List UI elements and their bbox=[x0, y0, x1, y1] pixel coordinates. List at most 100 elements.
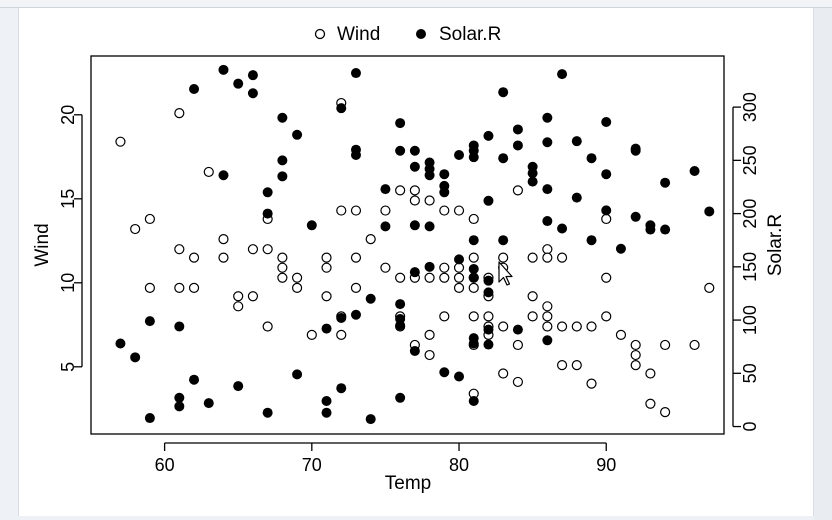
wind-point bbox=[512, 376, 524, 388]
wind-point bbox=[630, 339, 641, 351]
legend-solar-label: Solar.R bbox=[439, 24, 501, 45]
solar-point bbox=[350, 309, 361, 320]
wind-point bbox=[468, 213, 479, 225]
solar-point bbox=[262, 407, 273, 418]
solar-point bbox=[601, 169, 612, 180]
solar-point bbox=[395, 392, 406, 403]
solar-point bbox=[615, 243, 626, 254]
solar-point bbox=[483, 324, 494, 335]
legend-wind-label: Wind bbox=[337, 24, 380, 45]
solar-point bbox=[527, 168, 538, 179]
wind-point bbox=[498, 368, 509, 379]
solar-point bbox=[424, 170, 435, 181]
y2-tick-label: 250 bbox=[740, 145, 760, 175]
wind-point bbox=[630, 349, 641, 361]
y2-tick-label: 200 bbox=[740, 199, 760, 229]
wind-point bbox=[144, 282, 155, 293]
wind-point bbox=[615, 329, 627, 340]
solar-point bbox=[498, 153, 509, 164]
solar-point bbox=[439, 367, 450, 378]
solar-point bbox=[144, 413, 155, 424]
y-axis-label: Wind bbox=[32, 223, 53, 266]
solar-point bbox=[365, 414, 376, 425]
x-tick-label: 60 bbox=[155, 455, 175, 475]
wind-point bbox=[188, 252, 200, 263]
solar-point bbox=[424, 261, 435, 272]
solar-point bbox=[571, 192, 582, 203]
wind-point bbox=[571, 321, 582, 332]
wind-point bbox=[439, 272, 450, 283]
solar-point bbox=[527, 176, 538, 187]
solar-point bbox=[557, 223, 568, 234]
y2-tick-label: 150 bbox=[740, 252, 760, 282]
wind-point bbox=[306, 329, 317, 340]
wind-point bbox=[542, 311, 553, 322]
solar-point bbox=[468, 272, 479, 283]
solar-point bbox=[233, 381, 244, 392]
wind-point bbox=[689, 339, 700, 351]
solar-point bbox=[498, 235, 509, 246]
legend-wind-marker bbox=[314, 28, 326, 40]
solar-point bbox=[557, 69, 568, 80]
solar-point bbox=[468, 395, 479, 406]
wind-point bbox=[601, 213, 612, 225]
wind-point bbox=[203, 166, 214, 178]
y-tick-label: 5 bbox=[58, 362, 78, 372]
wind-point bbox=[336, 205, 347, 216]
solar-point bbox=[365, 293, 376, 304]
wind-point bbox=[498, 321, 509, 332]
wind-point bbox=[130, 223, 141, 235]
solar-point bbox=[704, 206, 715, 217]
wind-point bbox=[218, 234, 229, 245]
window-top-divider bbox=[0, 7, 832, 8]
wind-point bbox=[277, 252, 288, 263]
wind-point bbox=[468, 252, 479, 263]
solar-point bbox=[542, 335, 553, 346]
legend-solar-marker bbox=[416, 29, 426, 39]
wind-point bbox=[350, 205, 362, 216]
y2-axis-label: Solar.R bbox=[765, 214, 786, 276]
solar-point bbox=[380, 184, 391, 195]
solar-point bbox=[144, 316, 155, 327]
solar-point bbox=[512, 140, 523, 151]
solar-point bbox=[439, 180, 450, 191]
wind-point bbox=[277, 262, 288, 273]
solar-point bbox=[395, 118, 406, 129]
solar-point bbox=[468, 235, 479, 246]
wind-point bbox=[586, 321, 597, 332]
solar-point bbox=[262, 208, 273, 219]
wind-point bbox=[262, 321, 273, 332]
wind-point bbox=[512, 339, 524, 351]
wind-point bbox=[542, 252, 553, 263]
wind-point bbox=[188, 282, 200, 293]
wind-point bbox=[542, 244, 553, 255]
wind-point bbox=[233, 291, 244, 302]
plot-panel bbox=[18, 8, 814, 516]
wind-point bbox=[660, 407, 671, 418]
solar-point bbox=[336, 383, 347, 394]
x-axis-label: Temp bbox=[385, 473, 431, 494]
solar-point bbox=[483, 287, 494, 298]
plot-area-box bbox=[90, 55, 725, 435]
wind-point bbox=[453, 205, 465, 216]
mouse-cursor-icon bbox=[498, 261, 513, 286]
wind-point bbox=[247, 244, 259, 255]
solar-point bbox=[306, 220, 317, 231]
y2-tick-label: 50 bbox=[740, 363, 760, 383]
y-tick-label: 20 bbox=[58, 105, 78, 125]
solar-point bbox=[233, 78, 244, 89]
right-scroll-strip bbox=[814, 8, 832, 520]
wind-point bbox=[395, 272, 406, 283]
wind-point bbox=[233, 301, 244, 312]
wind-point bbox=[262, 244, 273, 255]
solar-point bbox=[277, 171, 288, 182]
wind-point bbox=[601, 272, 612, 283]
solar-point bbox=[468, 263, 479, 274]
solar-point bbox=[321, 395, 332, 406]
y-tick-label: 15 bbox=[58, 189, 78, 209]
solar-point bbox=[321, 323, 332, 334]
solar-point bbox=[189, 84, 200, 95]
wind-point bbox=[704, 282, 715, 293]
solar-point bbox=[409, 145, 420, 156]
